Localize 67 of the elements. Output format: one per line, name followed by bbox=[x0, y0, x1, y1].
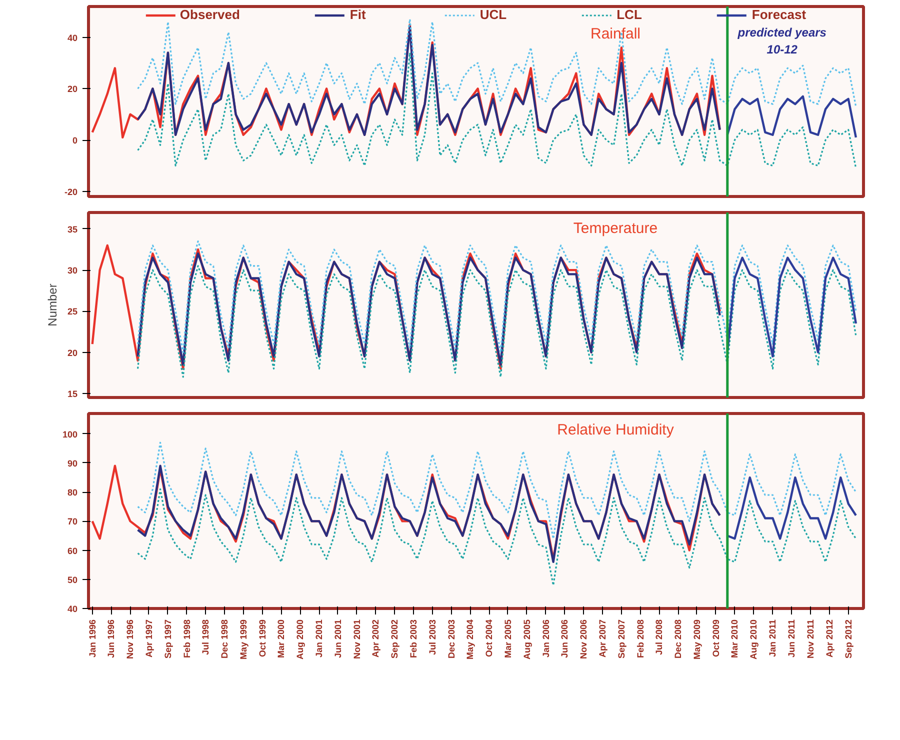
legend-label: Observed bbox=[180, 7, 240, 22]
y-tick-label: 40 bbox=[67, 32, 78, 43]
x-tick-label: Sep 2007 bbox=[616, 619, 626, 659]
x-tick-label: Oct 2009 bbox=[710, 619, 721, 658]
x-tick-label: Jan 1996 bbox=[87, 620, 98, 658]
y-tick-label: 20 bbox=[67, 84, 78, 94]
x-tick-label: Mar 2005 bbox=[502, 619, 513, 658]
x-tick-label: May 1999 bbox=[238, 620, 248, 660]
x-tick-label: Feb 2008 bbox=[635, 619, 646, 658]
x-tick-label: Mar 2010 bbox=[730, 619, 740, 658]
x-tick-label: Nov 2006 bbox=[578, 619, 589, 660]
y-tick-label: 90 bbox=[67, 458, 78, 468]
x-tick-label: Dec 1998 bbox=[220, 619, 230, 659]
x-tick-label: Jul 2003 bbox=[427, 619, 438, 656]
x-tick-label: Aug 2010 bbox=[748, 619, 759, 660]
y-tick-label: 30 bbox=[67, 266, 78, 276]
y-tick-label: 20 bbox=[67, 348, 78, 358]
x-tick-label: May 2009 bbox=[692, 620, 702, 660]
y-tick-label: 40 bbox=[67, 604, 78, 614]
x-tick-label: May 2004 bbox=[465, 620, 476, 660]
legend-label: LCL bbox=[616, 7, 642, 22]
x-tick-label: Jan 2006 bbox=[540, 620, 551, 658]
x-tick-label: Jun 1996 bbox=[106, 619, 116, 658]
text: Rainfall bbox=[590, 26, 641, 42]
text: Temperature bbox=[573, 220, 658, 237]
x-tick-label: Jan 2001 bbox=[314, 620, 324, 658]
y-tick-label: 15 bbox=[67, 388, 78, 399]
x-tick-label: Jun 2006 bbox=[560, 619, 570, 658]
legend-label: UCL bbox=[480, 7, 507, 22]
y-tick-label: 70 bbox=[67, 516, 78, 527]
x-tick-label: Dec 2003 bbox=[446, 619, 456, 659]
x-tick-label: Jun 2011 bbox=[786, 619, 796, 658]
legend-label: Forecast bbox=[752, 7, 806, 22]
y-tick-label: 80 bbox=[67, 488, 78, 498]
x-tick-label: Jan 2011 bbox=[768, 619, 778, 658]
text: Relative Humidity bbox=[557, 421, 674, 438]
x-tick-label: Feb 2003 bbox=[408, 619, 419, 658]
x-tick-label: Apr 2007 bbox=[597, 619, 608, 658]
x-tick-label: Jul 1998 bbox=[200, 619, 211, 656]
x-tick-label: Sep 2002 bbox=[390, 619, 400, 659]
y-tick-label: 35 bbox=[67, 224, 78, 234]
annotation: predicted years 10-12 bbox=[736, 26, 827, 56]
x-tick-label: Aug 2000 bbox=[295, 619, 306, 660]
y-tick-label: -20 bbox=[64, 186, 78, 197]
y-tick-label: 25 bbox=[67, 306, 78, 317]
y-tick-label: 60 bbox=[67, 546, 78, 556]
y-tick-label: 100 bbox=[62, 429, 78, 440]
x-tick-label: Nov 1996 bbox=[125, 619, 136, 660]
x-tick-label: Jun 2001 bbox=[332, 619, 343, 658]
x-tick-label: Dec 2008 bbox=[673, 619, 684, 659]
x-tick-label: Oct 2004 bbox=[484, 619, 494, 658]
x-tick-label: Apr 2002 bbox=[370, 619, 381, 658]
x-tick-label: Apr 1997 bbox=[144, 619, 154, 658]
y-axis-title: Number bbox=[45, 284, 60, 326]
y-tick-label: 50 bbox=[67, 574, 78, 585]
x-tick-label: Aug 2005 bbox=[522, 619, 532, 660]
x-tick-label: Nov 2001 bbox=[352, 619, 362, 660]
legend-label: Fit bbox=[350, 7, 367, 22]
x-tick-label: Oct 1999 bbox=[257, 619, 268, 658]
x-tick-label: Sep 2012 bbox=[843, 619, 854, 659]
x-tick-label: Mar 2000 bbox=[276, 619, 286, 658]
x-tick-label: Sep 1997 bbox=[162, 619, 173, 659]
x-tick-label: Jul 2008 bbox=[654, 619, 664, 656]
x-tick-label: Nov 2011 bbox=[805, 619, 816, 659]
x-tick-label: Feb 1998 bbox=[182, 619, 192, 658]
y-tick-label: 0 bbox=[72, 136, 78, 146]
x-tick-label: Apr 2012 bbox=[824, 619, 834, 658]
